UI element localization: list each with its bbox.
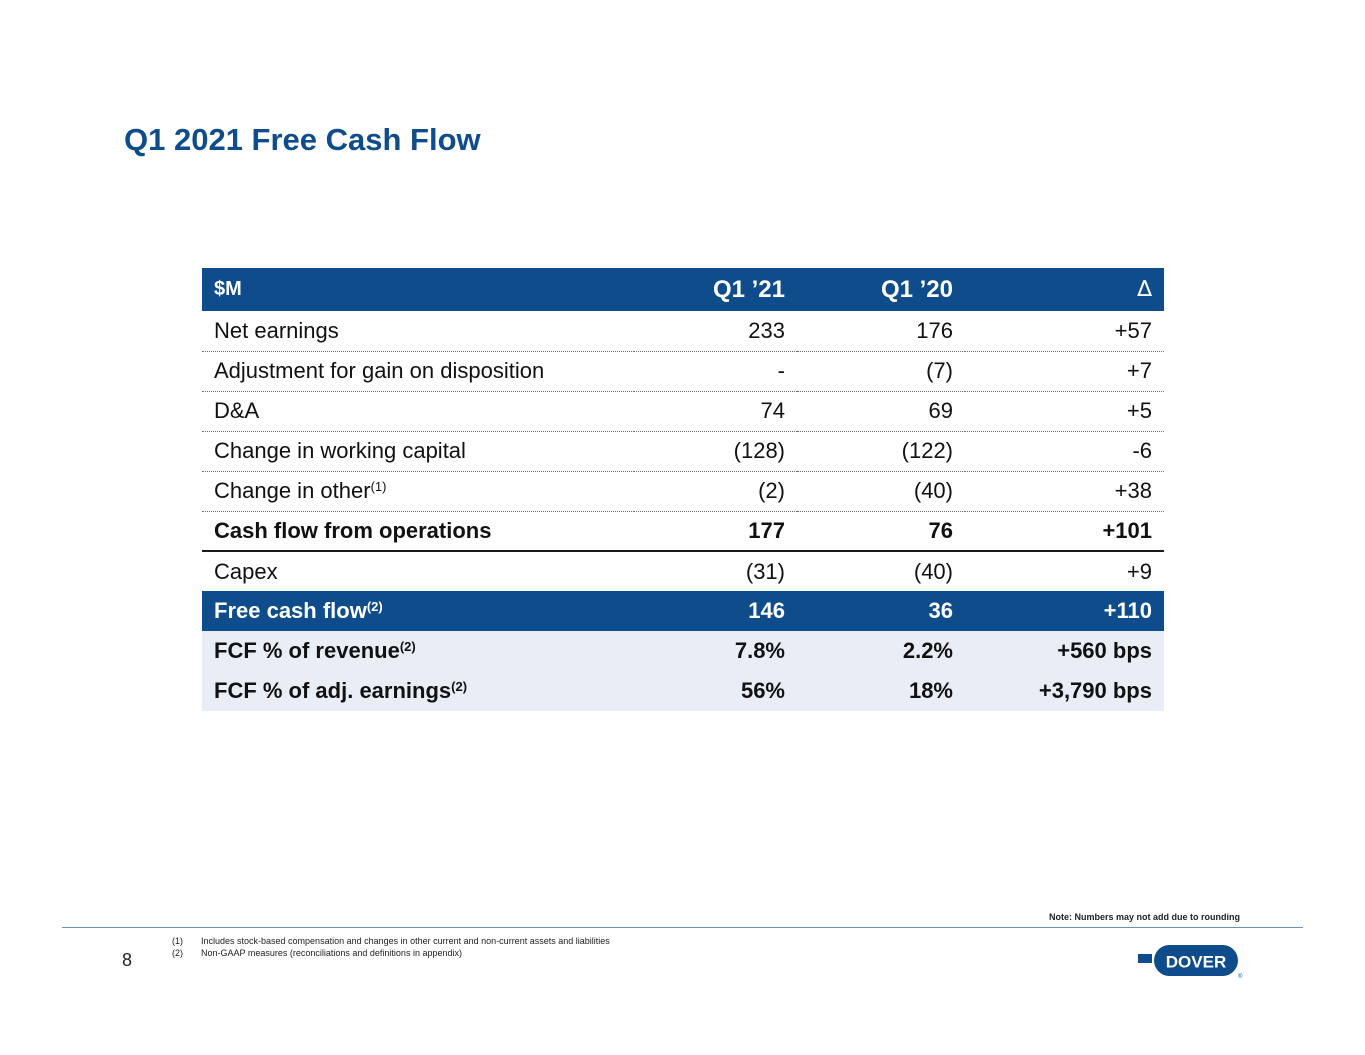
row-label: FCF % of revenue(2) — [202, 631, 634, 671]
value-q1-20: 69 — [797, 391, 965, 432]
value-q1-21: (31) — [745, 558, 785, 584]
value-q1-20: (7) — [797, 351, 965, 392]
value-q1-21: 146 — [634, 591, 797, 631]
row-label: Cash flow from operations — [202, 511, 634, 552]
table-row: Change in other(1) (2) (40) +38 — [202, 471, 1164, 512]
table-row: Net earnings 233 176 +57 — [202, 311, 1164, 352]
header-q1-20: Q1 ’20 — [797, 268, 965, 311]
table-row: FCF % of revenue(2) 7.8% 2.2% +560 bps — [202, 631, 1164, 671]
value-q1-20: 2.2% — [797, 631, 965, 671]
row-label: Net earnings — [202, 311, 634, 352]
footnote-ref: (2) — [399, 639, 416, 654]
value-delta: +101 — [965, 511, 1164, 552]
footnote-text: Includes stock-based compensation and ch… — [201, 936, 610, 946]
table-row-total: Cash flow from operations 177 76 +101 — [202, 511, 1164, 552]
value-delta: +9 — [1126, 558, 1152, 584]
footer-divider — [62, 927, 1303, 928]
value-delta: +110 — [965, 591, 1164, 631]
row-label: FCF % of adj. earnings(2) — [202, 671, 634, 711]
row-label: Adjustment for gain on disposition — [202, 351, 634, 392]
dover-logo: DOVER ® — [1138, 945, 1243, 979]
value-q1-20: 176 — [797, 311, 965, 352]
registered-mark: ® — [1238, 973, 1243, 979]
logo-text: DOVER — [1166, 953, 1226, 972]
value-q1-21: - — [634, 351, 797, 392]
footnote-text: Non-GAAP measures (reconciliations and d… — [201, 948, 462, 958]
footnote-mark: (2) — [172, 948, 183, 958]
header-delta: ∆ — [965, 268, 1164, 311]
rounding-note: Note: Numbers may not add due to roundin… — [1049, 912, 1240, 922]
footnote-mark: (1) — [172, 936, 183, 946]
footnote-ref: (2) — [451, 679, 468, 694]
table-row: Adjustment for gain on disposition - (7)… — [202, 351, 1164, 392]
value-delta: +3,790 bps — [965, 671, 1164, 711]
value-q1-21: 74 — [634, 391, 797, 432]
value-q1-20: 76 — [797, 511, 965, 552]
table-header-row: $M Q1 ’21 Q1 ’20 ∆ — [202, 268, 1164, 311]
value-delta: +560 bps — [965, 631, 1164, 671]
value-q1-21: 7.8% — [634, 631, 797, 671]
row-label: D&A — [202, 391, 634, 432]
table-row: Capex (31) (40) +9 — [202, 551, 1164, 591]
row-label: Free cash flow(2) — [202, 591, 634, 631]
header-units: $M — [202, 268, 634, 311]
value-delta: +57 — [965, 311, 1164, 352]
value-q1-21: (128) — [634, 431, 797, 472]
footnotes: (1) Includes stock-based compensation and… — [172, 935, 610, 959]
value-q1-21: 233 — [634, 311, 797, 352]
table-row: Change in working capital (128) (122) -6 — [202, 431, 1164, 472]
value-q1-20: 36 — [797, 591, 965, 631]
value-delta: +5 — [965, 391, 1164, 432]
value-q1-21: (2) — [634, 471, 797, 512]
logo-bar — [1138, 954, 1152, 963]
value-delta: -6 — [965, 431, 1164, 472]
table-row: FCF % of adj. earnings(2) 56% 18% +3,790… — [202, 671, 1164, 711]
value-q1-21: 56% — [634, 671, 797, 711]
row-label: Capex — [214, 558, 278, 584]
footnote-ref: (1) — [370, 479, 387, 494]
footnote-ref: (2) — [366, 599, 383, 614]
footnote-item: (1) Includes stock-based compensation and… — [172, 935, 610, 947]
row-label: Change in working capital — [202, 431, 634, 472]
page-title: Q1 2021 Free Cash Flow — [124, 122, 481, 157]
header-q1-21: Q1 ’21 — [634, 268, 797, 311]
value-delta: +7 — [965, 351, 1164, 392]
value-delta: +38 — [965, 471, 1164, 512]
value-q1-20: 18% — [797, 671, 965, 711]
table-row-highlight: Free cash flow(2) 146 36 +110 — [202, 591, 1164, 631]
value-q1-20: (40) — [797, 471, 965, 512]
value-q1-20: (122) — [797, 431, 965, 472]
free-cash-flow-table: $M Q1 ’21 Q1 ’20 ∆ Net earnings 233 176 … — [202, 268, 1164, 711]
logo-badge — [1154, 945, 1238, 976]
value-q1-21: 177 — [634, 511, 797, 552]
value-q1-20: (40) — [913, 558, 953, 584]
footnote-item: (2) Non-GAAP measures (reconciliations an… — [172, 947, 610, 959]
table-row: D&A 74 69 +5 — [202, 391, 1164, 432]
page-number: 8 — [122, 950, 133, 970]
row-label: Change in other(1) — [202, 471, 634, 512]
